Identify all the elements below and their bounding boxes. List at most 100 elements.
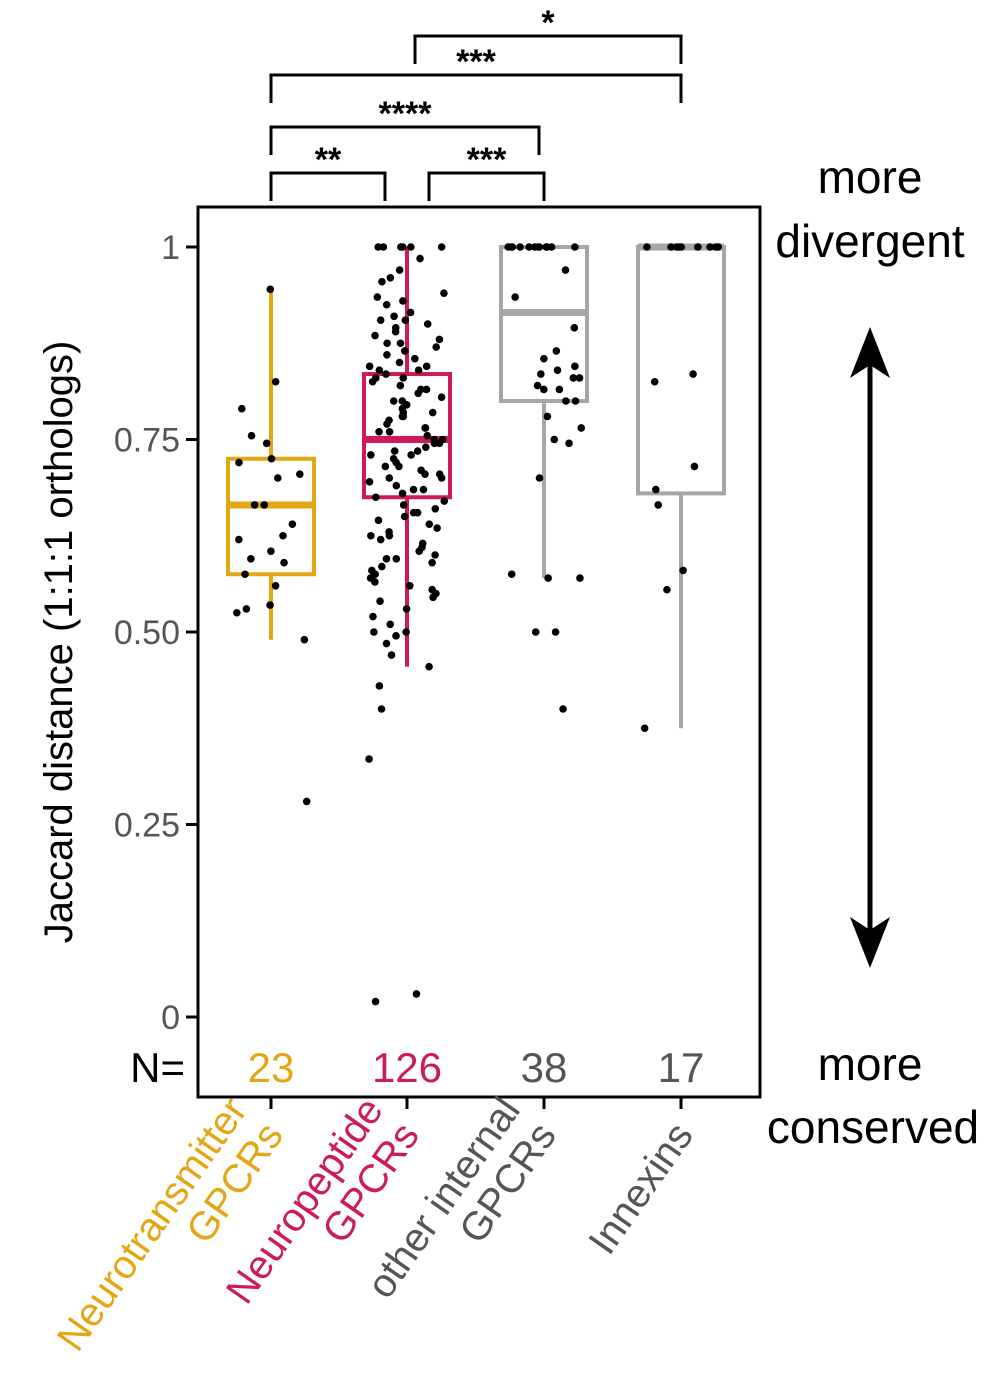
data-point <box>540 354 548 363</box>
y-axis: 0 0.25 0.50 0.75 1 <box>114 229 198 1037</box>
data-point <box>413 447 422 455</box>
data-point <box>406 308 415 317</box>
x-label-group: Innexins <box>580 1115 701 1262</box>
data-point <box>571 397 580 405</box>
data-point <box>371 331 379 340</box>
data-point <box>507 570 516 579</box>
data-point <box>400 347 409 355</box>
significance-label: ** <box>315 141 342 179</box>
data-point <box>422 362 431 371</box>
data-point <box>382 639 391 648</box>
data-point <box>428 558 436 567</box>
box <box>362 372 452 500</box>
data-point <box>531 628 540 636</box>
data-point <box>375 366 384 375</box>
y-tick-label: 0.75 <box>114 422 180 460</box>
data-point <box>571 362 579 371</box>
data-point <box>421 470 429 478</box>
data-point <box>381 462 390 471</box>
data-point <box>389 397 398 405</box>
annotation-top-line1: more <box>818 151 923 203</box>
bracket <box>269 171 387 201</box>
data-point <box>414 389 422 398</box>
data-point <box>365 478 374 486</box>
data-point <box>712 243 720 251</box>
data-point <box>399 501 408 509</box>
data-point <box>576 574 584 582</box>
data-point <box>421 424 429 432</box>
data-point <box>375 682 384 690</box>
data-point <box>279 531 287 540</box>
data-point <box>387 651 396 659</box>
data-point <box>241 570 249 579</box>
plot-frame <box>196 205 762 1099</box>
data-point <box>422 443 430 452</box>
data-point <box>679 566 687 575</box>
data-point <box>395 462 403 471</box>
bracket <box>269 73 683 103</box>
data-point <box>392 555 401 563</box>
data-point <box>432 343 440 351</box>
data-point <box>374 243 382 251</box>
y-tick-label: 0.25 <box>114 807 180 845</box>
data-point <box>295 470 304 478</box>
n-count: 38 <box>521 1044 568 1091</box>
bracket <box>427 171 546 201</box>
data-point <box>402 628 410 636</box>
significance-brackets: ** *********** <box>269 4 683 201</box>
data-point <box>271 582 280 590</box>
data-point <box>391 327 400 336</box>
data-point <box>413 508 422 517</box>
data-point <box>562 397 570 405</box>
data-point <box>571 243 579 251</box>
data-point <box>368 377 377 386</box>
data-point <box>423 431 432 440</box>
data-point <box>247 431 256 440</box>
data-point <box>382 300 391 309</box>
data-point <box>392 632 400 640</box>
data-point <box>569 374 578 382</box>
data-point <box>390 312 398 321</box>
data-point <box>663 585 671 594</box>
data-point <box>407 451 415 459</box>
data-point <box>431 505 440 513</box>
data-point <box>371 997 380 1006</box>
significance-label: * <box>541 4 555 42</box>
data-point <box>369 612 377 621</box>
data-point <box>534 243 542 251</box>
data-point <box>430 439 439 448</box>
data-points <box>233 243 723 1006</box>
data-point <box>407 243 415 251</box>
data-point <box>365 755 373 763</box>
data-point <box>382 370 390 378</box>
data-point <box>376 535 385 544</box>
y-axis-label: Jaccard distance (1:1:1 orthologs) <box>37 341 81 944</box>
data-point <box>367 451 375 459</box>
data-point <box>399 297 407 305</box>
data-point <box>412 990 421 998</box>
data-point <box>396 381 405 390</box>
data-point <box>280 558 288 567</box>
data-point <box>300 635 309 644</box>
data-point <box>570 324 579 332</box>
data-point <box>542 243 550 251</box>
data-point <box>383 420 391 428</box>
data-point <box>396 339 405 348</box>
data-point <box>378 562 386 571</box>
data-point <box>235 535 243 544</box>
data-point <box>383 351 391 359</box>
annotation-top-line2: divergent <box>775 215 964 267</box>
data-point <box>250 501 259 509</box>
data-point <box>533 381 542 390</box>
y-tick-label: 1 <box>161 229 180 267</box>
data-point <box>437 243 446 251</box>
data-point <box>385 531 394 540</box>
significance-label: *** <box>456 43 496 81</box>
data-point <box>432 589 440 598</box>
data-point <box>694 243 702 251</box>
data-point <box>383 339 391 348</box>
data-point <box>415 547 423 555</box>
data-point <box>561 266 570 274</box>
data-point <box>266 285 275 294</box>
data-point <box>435 335 444 344</box>
